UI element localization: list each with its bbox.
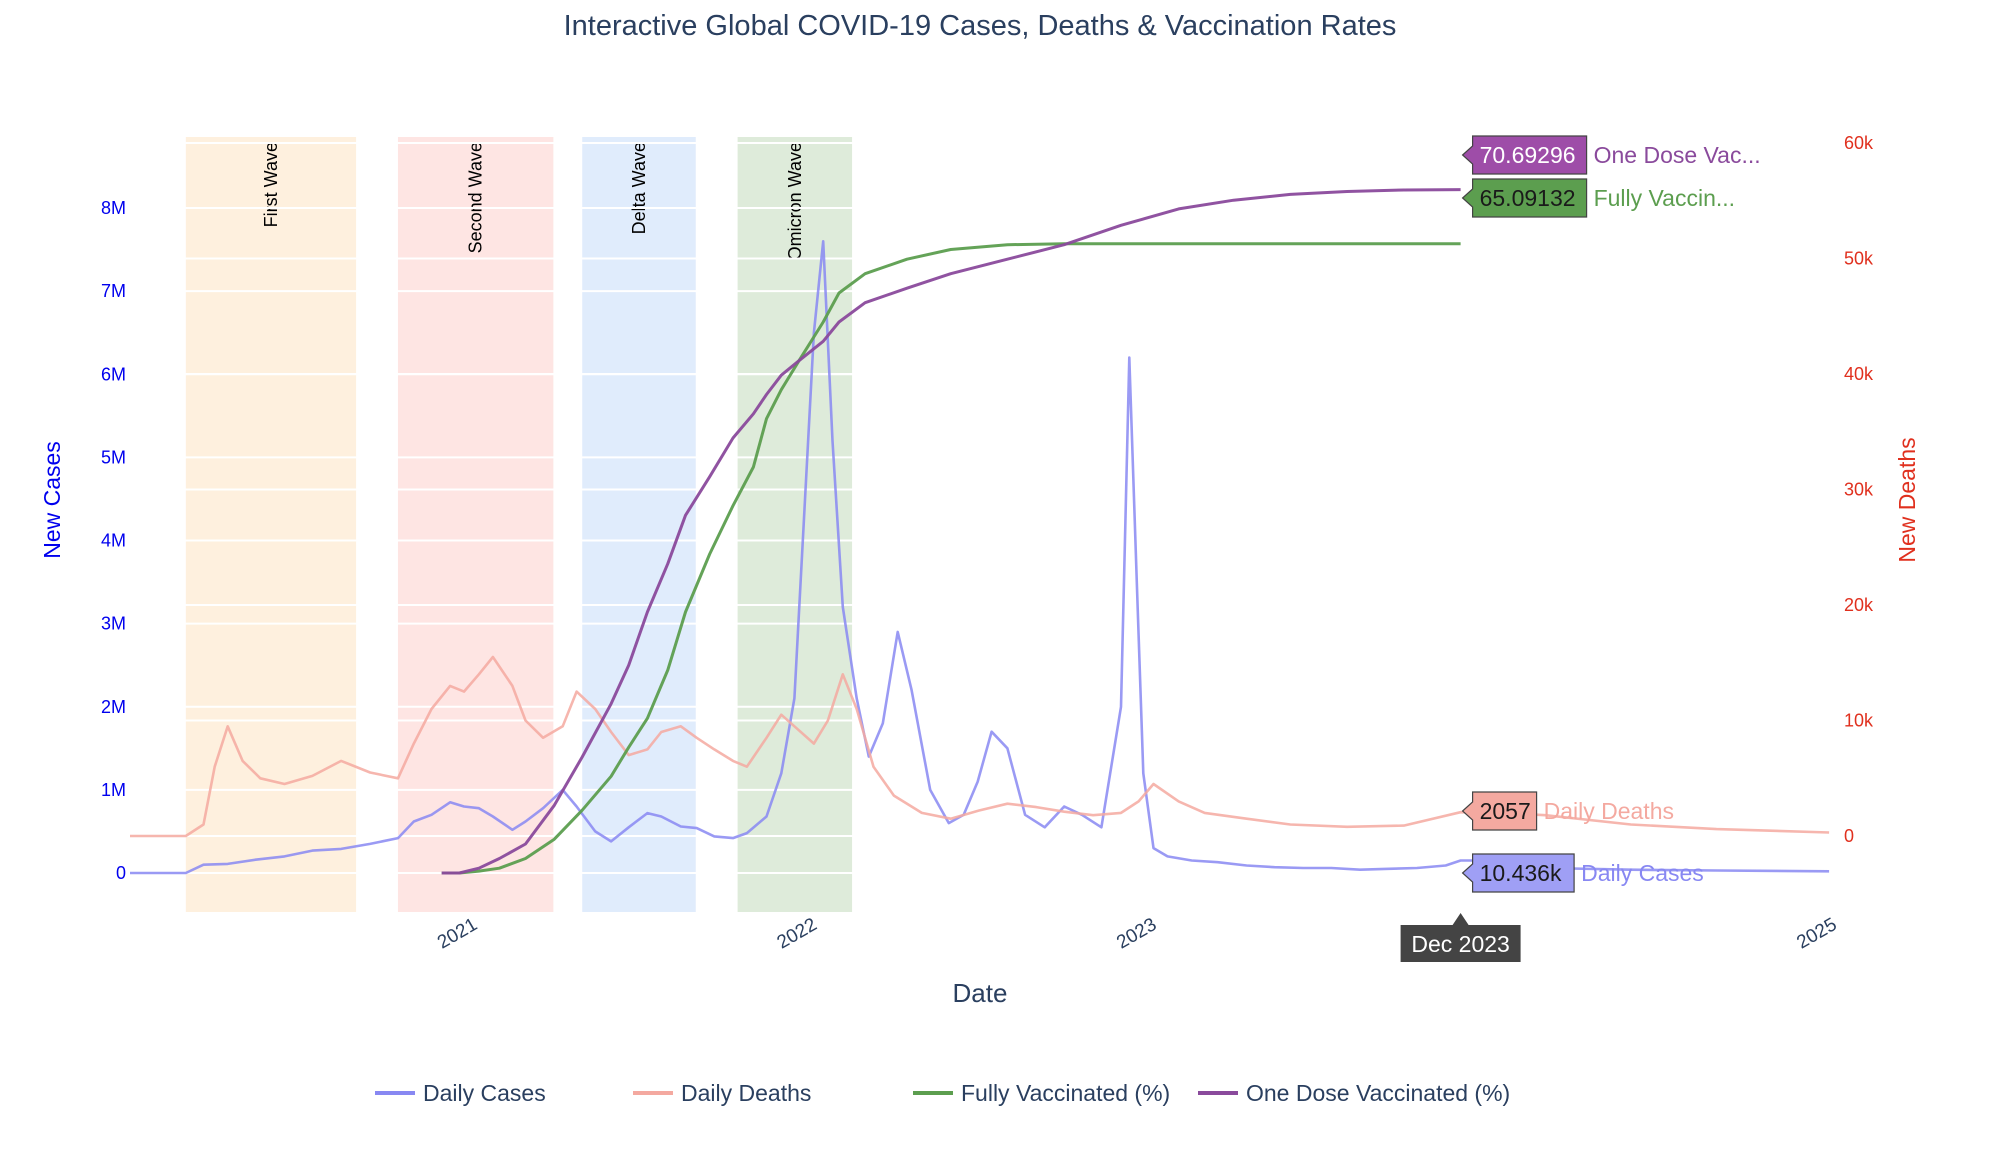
y2-tick-label-6: 60k [1844, 133, 1874, 153]
hover-name-1: Fully Vaccin... [1594, 185, 1735, 211]
x-tick-label-3: 2025 [1793, 914, 1840, 953]
y-tick-label-1: 1M [101, 780, 126, 800]
x-tick-label-2: 2023 [1113, 914, 1160, 953]
legend-item-3: One Dose Vaccinated (%) [1198, 1080, 1510, 1106]
series-line-daily-cases [130, 240, 1830, 875]
y2-tick-label-0: 0 [1844, 826, 1854, 846]
legend: Daily Cases Daily Deaths Fully Vaccinated … [375, 1080, 1510, 1106]
wave-label-1: Second Wave [466, 142, 486, 253]
x-axis-title: Date [953, 978, 1008, 1008]
wave-band-3 [737, 137, 853, 912]
legend-item-2: Fully Vaccinated (%) [913, 1080, 1170, 1106]
y2-tick-label-2: 20k [1844, 595, 1874, 615]
hover-value-3: 10.436k [1480, 860, 1562, 886]
hover-value-2: 2057 [1480, 798, 1531, 824]
chart-title: Interactive Global COVID-19 Cases, Death… [564, 10, 1397, 42]
wave-label-0: First Wave [261, 142, 281, 227]
y-tick-label-0: 0 [116, 863, 126, 883]
hover-box-2 [1461, 791, 1538, 831]
series-line-one-dose-vaccinated [441, 188, 1461, 875]
y-tick-label-5: 5M [101, 447, 126, 467]
y2-tick-label-3: 30k [1844, 480, 1874, 500]
hover-box-3 [1461, 853, 1575, 893]
wave-band-1 [397, 137, 554, 912]
hover-name-3: Daily Cases [1581, 860, 1704, 886]
wave-label-2: Delta Wave [629, 142, 649, 234]
hover-label-1: 65.09132 Fully Vaccin... [1461, 178, 1735, 218]
x-tick-label-1: 2022 [774, 914, 821, 953]
legend-item-1: Daily Deaths [633, 1080, 811, 1106]
legend-label-3: One Dose Vaccinated (%) [1246, 1080, 1510, 1106]
x-tick-label-0: 2021 [434, 914, 481, 953]
y-tick-label-2: 2M [101, 697, 126, 717]
legend-label-2: Fully Vaccinated (%) [961, 1080, 1170, 1106]
y-tick-label-7: 7M [101, 281, 126, 301]
hover-date-label: Dec 2023 [1400, 913, 1521, 962]
axes-group: 0 1M 2M 3M 4M 5M 6M 7M 8M 0 10k 20k 30k 40k 50k 60k 2021… [101, 133, 1874, 953]
hover-box-1 [1461, 178, 1588, 218]
hover-name-2: Daily Deaths [1544, 798, 1674, 824]
y2-axis-title: New Deaths [1894, 437, 1920, 562]
hover-date-box [1400, 913, 1521, 962]
hover-value-0: 70.69296 [1480, 142, 1576, 168]
y-tick-label-6: 6M [101, 364, 126, 384]
hover-label-3: 10.436k Daily Cases [1461, 853, 1704, 893]
y-tick-label-4: 4M [101, 531, 126, 551]
hover-labels: 70.69296 One Dose Vac... 65.09132 Fully Vac… [1400, 135, 1761, 962]
y2-tick-label-1: 10k [1844, 711, 1874, 731]
series-line-daily-deaths [130, 655, 1830, 838]
wave-band-0 [185, 137, 357, 912]
hover-label-0: 70.69296 One Dose Vac... [1461, 135, 1761, 175]
series-line-fully-vaccinated [441, 242, 1461, 875]
wave-label-3: Omicron Wave [785, 142, 805, 260]
wave-bands: First Wave Second Wave Delta Wave Omicron W… [185, 137, 853, 912]
hover-label-2: 2057 Daily Deaths [1461, 791, 1674, 831]
y2-tick-label-4: 40k [1844, 364, 1874, 384]
wave-band-2 [582, 137, 696, 912]
y-tick-label-8: 8M [101, 198, 126, 218]
y-axis-title: New Cases [39, 441, 65, 559]
grid-lines [130, 142, 1830, 874]
series-group [130, 188, 1830, 875]
hover-name-0: One Dose Vac... [1594, 142, 1761, 168]
legend-item-0: Daily Cases [375, 1080, 546, 1106]
y-tick-label-3: 3M [101, 614, 126, 634]
legend-label-0: Daily Cases [423, 1080, 546, 1106]
y2-tick-label-5: 50k [1844, 249, 1874, 269]
legend-label-1: Daily Deaths [681, 1080, 811, 1106]
hover-value-1: 65.09132 [1480, 185, 1576, 211]
hover-date-text: Dec 2023 [1411, 931, 1509, 957]
hover-box-0 [1461, 135, 1588, 175]
